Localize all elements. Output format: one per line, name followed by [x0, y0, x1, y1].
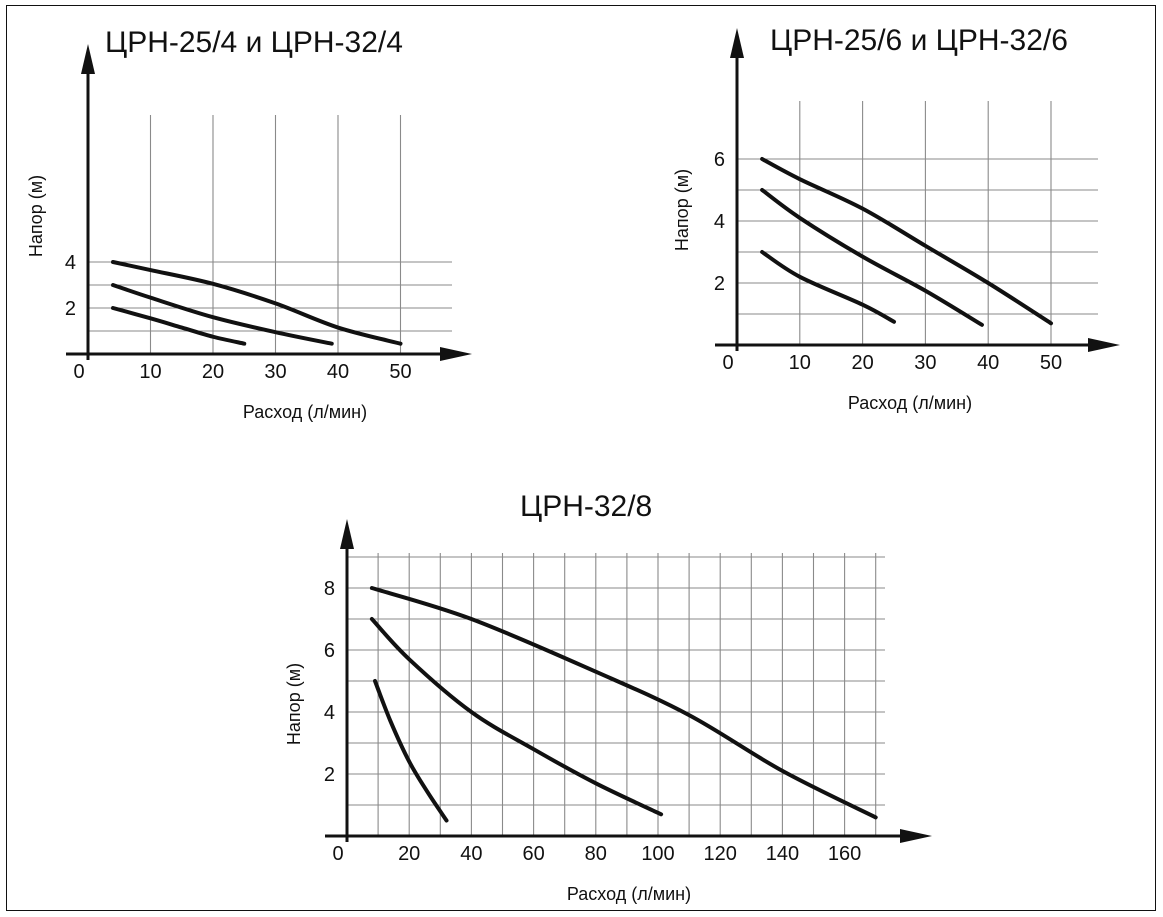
chart-3-origin-label: 0: [332, 843, 343, 865]
chart-1-y-tick-label: 2: [65, 298, 76, 320]
chart-1-x-tick-label: 40: [327, 361, 349, 383]
chart-2-grid: [737, 101, 1098, 345]
chart-1-title: ЦРН-25/4 и ЦРН-32/4: [105, 26, 403, 59]
chart-2-y-axis-label: Напор (м): [672, 169, 692, 251]
chart-3-y-axis-label: Напор (м): [284, 663, 304, 745]
chart-2-curve-3: [760, 157, 1053, 326]
chart-1-curve-1: [111, 306, 247, 346]
chart-3-y-axis-arrow: [340, 519, 354, 549]
chart-3-x-tick-label: 140: [766, 843, 799, 865]
chart-3-title: ЦРН-32/8: [520, 490, 652, 523]
chart-2-y-tick-label: 4: [714, 211, 725, 233]
chart-3-x-tick-label: 160: [828, 843, 861, 865]
chart-2-y-axis-arrow: [730, 28, 744, 58]
chart-2-title: ЦРН-25/6 и ЦРН-32/6: [770, 24, 1068, 57]
chart-2: 0 10 20 30 40 50 2 4 6 ЦРН-25/6 и ЦРН-32/6 Расход …: [672, 24, 1120, 413]
chart-1-curve-3: [111, 260, 403, 346]
chart-3: 0 20 40 60 80 100 120 140 160 2 4 6 8 ЦРН-32/8 Расход …: [284, 490, 932, 904]
chart-2-x-axis-arrow: [1088, 338, 1120, 352]
chart-3-x-axis-label: Расход (л/мин): [567, 884, 691, 904]
chart-3-x-tick-label: 20: [398, 843, 420, 865]
chart-2-x-tick-label: 20: [851, 352, 873, 374]
chart-1-y-axis-label: Напор (м): [26, 175, 46, 257]
chart-3-x-tick-label: 80: [585, 843, 607, 865]
chart-3-x-tick-label: 60: [522, 843, 544, 865]
chart-3-x-axis-arrow: [900, 829, 932, 843]
chart-1: 0 10 20 30 40 50 2 4 ЦРН-25/4 и ЦРН-32/4 Расход (…: [26, 26, 472, 422]
chart-1-origin-label: 0: [73, 361, 84, 383]
chart-3-y-tick-label: 8: [324, 578, 335, 600]
chart-2-curve-1: [760, 250, 896, 324]
chart-3-x-tick-label: 120: [704, 843, 737, 865]
chart-1-x-tick-label: 30: [264, 361, 286, 383]
chart-2-x-tick-label: 40: [977, 352, 999, 374]
chart-1-x-axis-arrow: [440, 347, 472, 361]
chart-1-y-tick-label: 4: [65, 252, 76, 274]
chart-2-x-tick-label: 10: [789, 352, 811, 374]
chart-1-y-axis-arrow: [81, 44, 95, 74]
chart-3-curve-2: [369, 617, 664, 817]
chart-3-x-tick-label: 40: [460, 843, 482, 865]
chart-2-x-tick-label: 30: [914, 352, 936, 374]
chart-1-x-tick-label: 10: [139, 361, 161, 383]
chart-3-curve-1: [372, 679, 449, 823]
chart-3-x-tick-label: 100: [641, 843, 674, 865]
chart-2-curve-2: [760, 188, 984, 327]
chart-3-y-tick-label: 2: [324, 764, 335, 786]
chart-1-x-axis-label: Расход (л/мин): [243, 402, 367, 422]
chart-2-x-tick-label: 50: [1040, 352, 1062, 374]
chart-1-x-tick-label: 50: [389, 361, 411, 383]
chart-3-y-tick-label: 6: [324, 640, 335, 662]
chart-1-x-tick-label: 20: [202, 361, 224, 383]
chart-1-curve-2: [111, 283, 334, 346]
chart-2-y-tick-label: 6: [714, 149, 725, 171]
chart-3-y-tick-label: 4: [324, 702, 335, 724]
chart-1-grid: [88, 115, 452, 354]
chart-2-y-tick-label: 2: [714, 273, 725, 295]
chart-3-grid: [347, 553, 885, 836]
chart-3-curve-3: [369, 586, 878, 820]
chart-2-x-axis-label: Расход (л/мин): [848, 393, 972, 413]
figure-frame: [6, 5, 1156, 911]
chart-2-origin-label: 0: [722, 352, 733, 374]
